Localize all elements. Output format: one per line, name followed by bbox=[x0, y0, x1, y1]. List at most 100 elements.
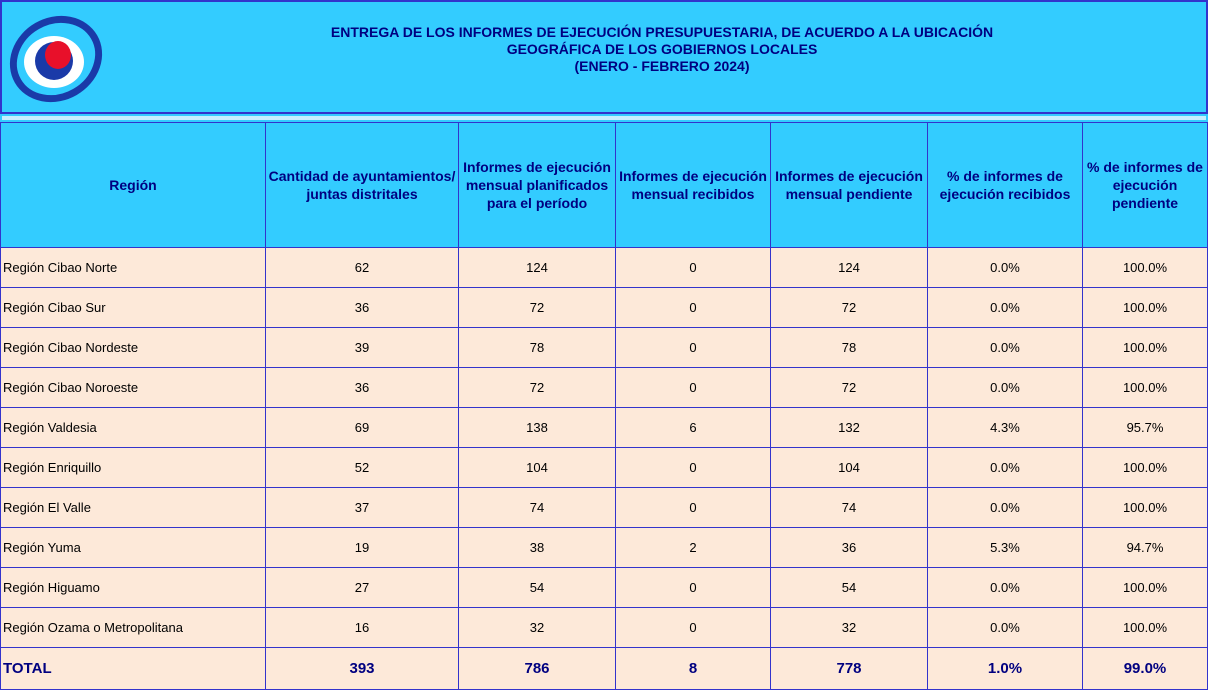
table-row: Región Cibao Norte 62 124 0 124 0.0% 100.0% bbox=[0, 247, 1208, 288]
table-cell: 104 bbox=[770, 447, 928, 488]
table-cell: Región Cibao Sur bbox=[0, 287, 266, 328]
table-row: Región Higuamo 27 54 0 54 0.0% 100.0% bbox=[0, 567, 1208, 608]
table-cell: 72 bbox=[770, 287, 928, 328]
total-cell: 1.0% bbox=[927, 647, 1083, 690]
data-table: Región Cantidad de ayuntamientos/ juntas … bbox=[0, 122, 1208, 690]
title: ENTREGA DE LOS INFORMES DE EJECUCIÓN PRE… bbox=[152, 24, 1172, 75]
table-cell: 37 bbox=[265, 487, 459, 528]
table-cell: 0.0% bbox=[927, 447, 1083, 488]
table-cell: 72 bbox=[458, 367, 616, 408]
total-cell: 8 bbox=[615, 647, 771, 690]
table-cell: 0.0% bbox=[927, 487, 1083, 528]
table-cell: 54 bbox=[458, 567, 616, 608]
table-cell: 36 bbox=[770, 527, 928, 568]
column-header: % de informes de ejecución recibidos bbox=[927, 122, 1083, 248]
table-cell: 0.0% bbox=[927, 247, 1083, 288]
table-cell: 124 bbox=[770, 247, 928, 288]
total-cell: TOTAL bbox=[0, 647, 266, 690]
table-cell: 104 bbox=[458, 447, 616, 488]
total-cell: 786 bbox=[458, 647, 616, 690]
table-cell: 32 bbox=[458, 607, 616, 648]
table-cell: 69 bbox=[265, 407, 459, 448]
table-row: Región Ozama o Metropolitana 16 32 0 32 0.0% 1… bbox=[0, 607, 1208, 648]
table-cell: Región Enriquillo bbox=[0, 447, 266, 488]
table-cell: 100.0% bbox=[1082, 287, 1208, 328]
table-cell: 38 bbox=[458, 527, 616, 568]
table-cell: 0.0% bbox=[927, 327, 1083, 368]
table-cell: 27 bbox=[265, 567, 459, 608]
table-body: Región Cibao Norte 62 124 0 124 0.0% 100.0% Reg… bbox=[0, 247, 1208, 690]
table-cell: 0 bbox=[615, 247, 771, 288]
table-cell: 32 bbox=[770, 607, 928, 648]
table-row: Región El Valle 37 74 0 74 0.0% 100.0% bbox=[0, 487, 1208, 528]
table-cell: 132 bbox=[770, 407, 928, 448]
table-cell: 0.0% bbox=[927, 607, 1083, 648]
table-cell: 100.0% bbox=[1082, 487, 1208, 528]
table-cell: 72 bbox=[458, 287, 616, 328]
table-cell: 100.0% bbox=[1082, 367, 1208, 408]
table-cell: 2 bbox=[615, 527, 771, 568]
table-cell: 74 bbox=[770, 487, 928, 528]
table-cell: 95.7% bbox=[1082, 407, 1208, 448]
logo bbox=[9, 15, 103, 103]
table-cell: 0 bbox=[615, 447, 771, 488]
column-header: Cantidad de ayuntamientos/ juntas distri… bbox=[265, 122, 459, 248]
table-cell: 19 bbox=[265, 527, 459, 568]
table-cell: 100.0% bbox=[1082, 447, 1208, 488]
table-row: Región Valdesia 69 138 6 132 4.3% 95.7% bbox=[0, 407, 1208, 448]
title-line: ENTREGA DE LOS INFORMES DE EJECUCIÓN PRE… bbox=[330, 24, 994, 40]
table-cell: 36 bbox=[265, 367, 459, 408]
table-cell: 62 bbox=[265, 247, 459, 288]
column-header: Informes de ejecución mensual recibidos bbox=[615, 122, 771, 248]
total-cell: 99.0% bbox=[1082, 647, 1208, 690]
table-cell: 78 bbox=[458, 327, 616, 368]
table-row: Región Cibao Noroeste 36 72 0 72 0.0% 100.0% bbox=[0, 367, 1208, 408]
table-cell: 100.0% bbox=[1082, 607, 1208, 648]
total-cell: 393 bbox=[265, 647, 459, 690]
table-cell: 100.0% bbox=[1082, 327, 1208, 368]
table-cell: Región Ozama o Metropolitana bbox=[0, 607, 266, 648]
title-line: GEOGRÁFICA DE LOS GOBIERNOS LOCALES bbox=[506, 41, 818, 57]
table-cell: Región Cibao Noroeste bbox=[0, 367, 266, 408]
table-cell: 0 bbox=[615, 487, 771, 528]
table-cell: Región Valdesia bbox=[0, 407, 266, 448]
table-cell: 78 bbox=[770, 327, 928, 368]
table-row: Región Enriquillo 52 104 0 104 0.0% 100.0% bbox=[0, 447, 1208, 488]
table-cell: 94.7% bbox=[1082, 527, 1208, 568]
table-cell: 54 bbox=[770, 567, 928, 608]
table-cell: 16 bbox=[265, 607, 459, 648]
column-header: % de informes de ejecución pendiente bbox=[1082, 122, 1208, 248]
separator bbox=[0, 114, 1208, 122]
table-cell: 138 bbox=[458, 407, 616, 448]
table-cell: 6 bbox=[615, 407, 771, 448]
table-row: Región Yuma 19 38 2 36 5.3% 94.7% bbox=[0, 527, 1208, 568]
table-cell: 72 bbox=[770, 367, 928, 408]
table-cell: 0 bbox=[615, 567, 771, 608]
table-cell: 0.0% bbox=[927, 567, 1083, 608]
table-cell: 0 bbox=[615, 327, 771, 368]
column-header: Informes de ejecución mensual pendiente bbox=[770, 122, 928, 248]
table-cell: 100.0% bbox=[1082, 567, 1208, 608]
table-cell: 74 bbox=[458, 487, 616, 528]
header-row: Región Cantidad de ayuntamientos/ juntas … bbox=[0, 122, 1208, 248]
table-cell: 39 bbox=[265, 327, 459, 368]
table-cell: 0 bbox=[615, 287, 771, 328]
table-cell: 36 bbox=[265, 287, 459, 328]
table-cell: 5.3% bbox=[927, 527, 1083, 568]
table-cell: Región Higuamo bbox=[0, 567, 266, 608]
table-cell: 52 bbox=[265, 447, 459, 488]
title-line: (ENERO - FEBRERO 2024) bbox=[574, 58, 750, 74]
header-band: ENTREGA DE LOS INFORMES DE EJECUCIÓN PRE… bbox=[0, 0, 1208, 114]
table-cell: 4.3% bbox=[927, 407, 1083, 448]
table-cell: Región Cibao Nordeste bbox=[0, 327, 266, 368]
table-row: Región Cibao Nordeste 39 78 0 78 0.0% 100.0% bbox=[0, 327, 1208, 368]
table-cell: 124 bbox=[458, 247, 616, 288]
table-cell: 0 bbox=[615, 367, 771, 408]
column-header: Informes de ejecución mensual planificad… bbox=[458, 122, 616, 248]
table-cell: Región El Valle bbox=[0, 487, 266, 528]
table-cell: Región Yuma bbox=[0, 527, 266, 568]
table-cell: Región Cibao Norte bbox=[0, 247, 266, 288]
total-row: TOTAL 393 786 8 778 1.0% 99.0% bbox=[0, 647, 1208, 690]
table-cell: 0 bbox=[615, 607, 771, 648]
